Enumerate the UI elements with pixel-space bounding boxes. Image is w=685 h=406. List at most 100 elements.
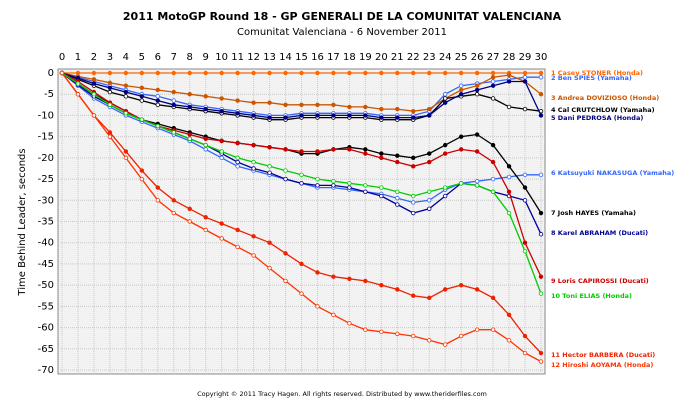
x-tick-label: 25 (455, 52, 468, 63)
x-tick-label: 20 (375, 52, 388, 63)
point (219, 221, 224, 226)
x-tick-label: 29 (519, 52, 532, 63)
y-axis-label: Time Behind Leader, seconds (17, 148, 28, 296)
point (474, 287, 480, 292)
point (299, 113, 304, 118)
point (443, 70, 448, 76)
x-tick-label: 22 (407, 52, 420, 63)
x-tick-label: 3 (107, 52, 113, 63)
point (379, 193, 384, 199)
point (123, 155, 129, 161)
point (155, 198, 160, 203)
point (267, 164, 272, 169)
point (411, 164, 416, 169)
point (522, 198, 528, 203)
point (235, 155, 240, 161)
point (490, 83, 496, 88)
point (427, 295, 432, 301)
point (107, 80, 113, 85)
point (458, 181, 464, 186)
point (203, 136, 208, 141)
point (315, 149, 320, 154)
point (522, 70, 528, 76)
point (203, 227, 208, 233)
x-tick-label: 30 (535, 52, 548, 63)
point (474, 183, 480, 188)
point (283, 102, 288, 108)
point (123, 149, 129, 154)
point (187, 206, 192, 211)
point (219, 70, 224, 76)
point (458, 70, 464, 76)
point (363, 278, 368, 284)
point (155, 123, 160, 129)
point (219, 96, 224, 101)
point (379, 282, 384, 288)
point (363, 147, 368, 152)
point (251, 166, 256, 171)
point (411, 115, 416, 120)
point (506, 164, 512, 169)
point (347, 147, 352, 152)
point (506, 210, 512, 216)
point (187, 219, 192, 224)
point (443, 96, 448, 101)
series (59, 70, 544, 364)
point (538, 350, 544, 356)
point (395, 115, 400, 120)
series (59, 70, 544, 76)
chart-subtitle: Comunitat Valenciana - 6 November 2011 (237, 27, 447, 38)
point (379, 185, 384, 190)
point (522, 333, 528, 339)
x-tick-label: 18 (343, 52, 356, 63)
point (379, 106, 384, 112)
point (427, 113, 432, 118)
point (411, 210, 416, 216)
point (139, 168, 145, 173)
point (123, 89, 129, 95)
point (347, 70, 352, 76)
point (235, 140, 240, 146)
point (363, 70, 368, 76)
point (187, 136, 192, 141)
point (267, 70, 272, 76)
point (395, 195, 400, 201)
point (506, 312, 512, 318)
point (458, 92, 464, 97)
point (331, 147, 336, 152)
point (538, 172, 544, 178)
point (363, 189, 368, 194)
point (538, 113, 544, 118)
point (187, 132, 192, 137)
point (474, 327, 480, 332)
point (315, 270, 320, 275)
point (443, 193, 448, 199)
point (331, 312, 336, 318)
point (395, 331, 400, 337)
point (235, 227, 240, 233)
point (299, 102, 304, 108)
point (171, 130, 176, 135)
point (427, 151, 432, 156)
point (107, 89, 113, 95)
point (379, 151, 384, 156)
point (443, 151, 448, 156)
point (538, 210, 544, 216)
point (299, 261, 304, 267)
legend-label: 9 Loris CAPIROSSI (Ducati) (551, 277, 649, 285)
point (427, 159, 432, 165)
point (379, 329, 384, 335)
point (171, 89, 176, 95)
point (363, 113, 368, 118)
point (443, 342, 448, 347)
x-tick-label: 2 (91, 52, 97, 63)
point (443, 185, 448, 190)
point (155, 185, 160, 190)
point (299, 181, 304, 186)
point (187, 104, 192, 110)
point (283, 251, 288, 256)
point (251, 70, 256, 76)
point (490, 295, 496, 301)
point (203, 106, 208, 112)
